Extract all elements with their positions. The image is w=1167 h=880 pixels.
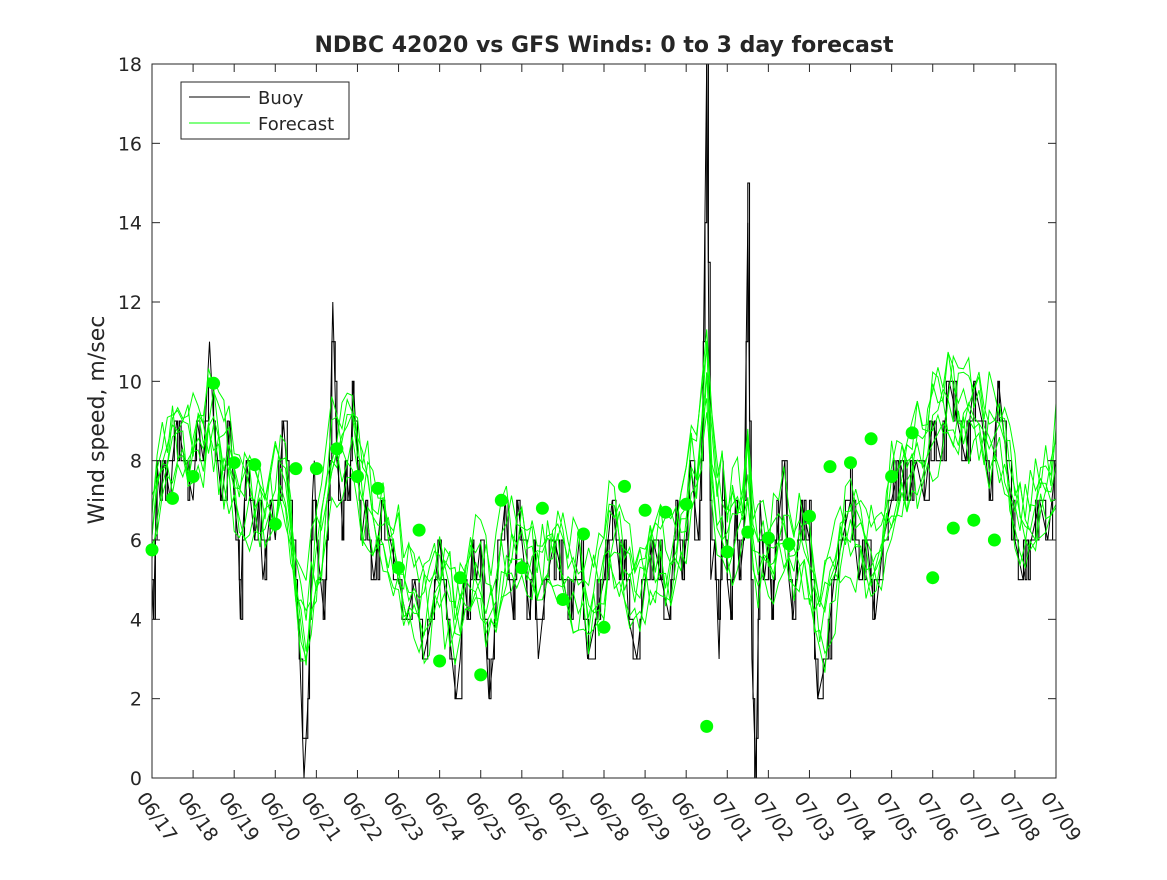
- forecast-marker: [515, 561, 529, 575]
- forecast-marker: [946, 521, 960, 535]
- forecast-marker: [207, 376, 221, 390]
- y-tick-label: 6: [130, 530, 142, 552]
- y-tick-label: 2: [130, 689, 142, 711]
- y-tick-label: 16: [118, 133, 142, 155]
- forecast-marker: [433, 654, 447, 668]
- forecast-marker: [494, 493, 508, 507]
- forecast-marker: [761, 531, 775, 545]
- plot-area: [152, 64, 1056, 778]
- forecast-marker: [967, 513, 981, 527]
- forecast-marker: [659, 505, 673, 519]
- forecast-marker: [309, 462, 323, 476]
- forecast-marker: [577, 527, 590, 541]
- forecast-marker: [453, 571, 467, 585]
- buoy-series-source-line: [152, 64, 1056, 778]
- forecast-run-line: [152, 354, 1056, 673]
- forecast-marker: [227, 456, 241, 470]
- forecast-run-line: [152, 352, 1056, 652]
- forecast-marker: [720, 545, 734, 559]
- forecast-marker: [371, 481, 385, 495]
- forecast-marker: [864, 432, 878, 446]
- forecast-marker: [638, 503, 652, 517]
- forecast-marker: [166, 491, 179, 505]
- legend-forecast-label: Forecast: [258, 114, 334, 135]
- forecast-run-line: [152, 340, 1056, 666]
- forecast-marker: [803, 509, 816, 523]
- forecast-run-line: [152, 347, 1056, 665]
- forecast-marker: [618, 479, 631, 493]
- chart-title: NDBC 42020 vs GFS Winds: 0 to 3 day fore…: [315, 33, 894, 58]
- forecast-marker: [556, 593, 570, 606]
- forecast-marker: [823, 460, 837, 474]
- forecast-marker: [351, 470, 364, 483]
- forecast-marker: [700, 719, 714, 733]
- forecast-marker: [597, 620, 611, 634]
- legend: Buoy Forecast: [180, 81, 350, 140]
- forecast-marker: [248, 458, 262, 472]
- y-axis-label: Wind speed, m/sec: [85, 316, 110, 525]
- forecast-marker: [289, 462, 303, 476]
- forecast-marker: [987, 533, 1001, 547]
- legend-box: [180, 81, 350, 140]
- forecast-marker: [905, 426, 919, 440]
- forecast-marker: [926, 571, 940, 585]
- y-tick-label: 14: [118, 213, 142, 235]
- y-tick-label: 10: [118, 371, 142, 393]
- forecast-marker: [741, 525, 755, 539]
- y-tick-label: 18: [118, 54, 142, 76]
- forecast-marker: [679, 497, 693, 511]
- forecast-marker: [885, 470, 899, 483]
- y-tick-label: 4: [130, 609, 142, 631]
- forecast-marker: [186, 470, 200, 483]
- forecast-marker: [782, 537, 796, 551]
- y-tick-label: 12: [118, 292, 142, 314]
- forecast-marker: [844, 456, 857, 470]
- y-tick-label: 8: [130, 451, 142, 473]
- forecast-marker: [412, 523, 426, 537]
- forecast-marker: [392, 561, 405, 575]
- forecast-marker: [268, 517, 282, 531]
- forecast-marker: [535, 501, 549, 515]
- forecast-marker: [474, 668, 488, 682]
- y-tick-label: 0: [130, 768, 142, 790]
- forecast-marker: [145, 543, 159, 557]
- legend-buoy-label: Buoy: [258, 88, 304, 109]
- forecast-marker: [330, 442, 344, 456]
